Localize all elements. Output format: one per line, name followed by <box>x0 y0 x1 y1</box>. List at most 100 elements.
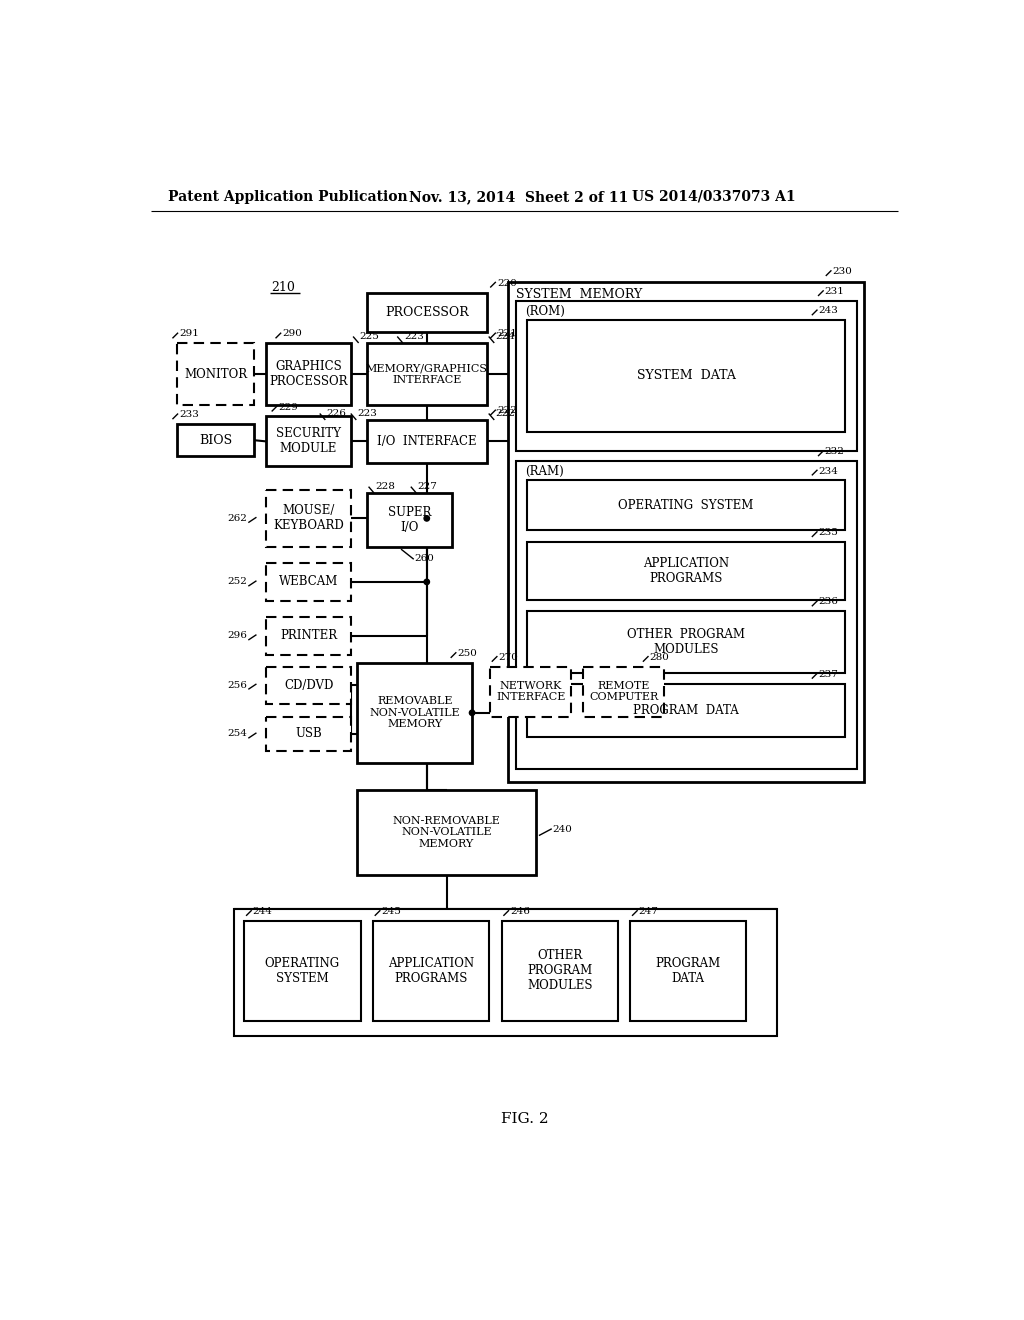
Text: REMOTE
COMPUTER: REMOTE COMPUTER <box>589 681 658 702</box>
Text: CD/DVD: CD/DVD <box>284 678 333 692</box>
Text: MEMORY/GRAPHICS
INTERFACE: MEMORY/GRAPHICS INTERFACE <box>366 363 487 385</box>
Bar <box>367 420 486 462</box>
Text: NON-REMOVABLE
NON-VOLATILE
MEMORY: NON-REMOVABLE NON-VOLATILE MEMORY <box>392 816 501 849</box>
Bar <box>527 684 845 738</box>
Bar <box>367 293 486 331</box>
Text: REMOVABLE
NON-VOLATILE
MEMORY: REMOVABLE NON-VOLATILE MEMORY <box>370 696 460 730</box>
Text: MONITOR: MONITOR <box>184 367 247 380</box>
Text: FIG. 2: FIG. 2 <box>501 1113 549 1126</box>
Bar <box>177 424 254 457</box>
Bar <box>245 921 360 1020</box>
Bar <box>515 461 856 770</box>
Text: 291: 291 <box>179 330 199 338</box>
Text: 250: 250 <box>458 649 477 657</box>
Text: PROCESSOR: PROCESSOR <box>385 306 469 319</box>
Bar <box>266 562 351 601</box>
Bar <box>357 789 536 875</box>
Text: GRAPHICS
PROCESSOR: GRAPHICS PROCESSOR <box>269 360 348 388</box>
Text: PROGRAM
DATA: PROGRAM DATA <box>655 957 721 985</box>
Bar <box>266 343 351 405</box>
Bar <box>502 921 617 1020</box>
Text: USB: USB <box>295 727 322 741</box>
Circle shape <box>424 579 429 585</box>
Bar <box>266 717 351 751</box>
Text: 222: 222 <box>497 407 517 416</box>
Bar <box>367 494 452 548</box>
Bar <box>266 416 351 466</box>
Text: 229: 229 <box>279 403 298 412</box>
Text: 260: 260 <box>415 554 434 564</box>
Bar <box>583 667 665 717</box>
Text: 233: 233 <box>179 411 199 420</box>
Text: OTHER  PROGRAM
MODULES: OTHER PROGRAM MODULES <box>627 628 745 656</box>
Text: US 2014/0337073 A1: US 2014/0337073 A1 <box>632 190 796 203</box>
Text: APPLICATION
PROGRAMS: APPLICATION PROGRAMS <box>388 957 474 985</box>
Bar <box>527 480 845 531</box>
Bar <box>630 921 746 1020</box>
Text: 223: 223 <box>357 409 377 417</box>
Text: 226: 226 <box>327 409 346 417</box>
Bar <box>515 301 856 451</box>
Text: 280: 280 <box>649 653 670 661</box>
Bar <box>489 667 571 717</box>
Circle shape <box>469 710 475 715</box>
Text: OPERATING  SYSTEM: OPERATING SYSTEM <box>618 499 754 512</box>
Text: 222: 222 <box>496 409 515 417</box>
Bar <box>357 663 472 763</box>
Bar <box>266 490 351 548</box>
Text: 234: 234 <box>818 466 839 475</box>
Bar <box>527 321 845 432</box>
Text: SUPER
I/O: SUPER I/O <box>388 507 431 535</box>
Text: Patent Application Publication: Patent Application Publication <box>168 190 408 203</box>
Text: 240: 240 <box>553 825 572 833</box>
Text: 262: 262 <box>227 513 247 523</box>
Text: 221: 221 <box>497 330 517 338</box>
Text: BIOS: BIOS <box>199 434 232 446</box>
Bar <box>527 611 845 673</box>
Text: 236: 236 <box>818 598 839 606</box>
Text: 228: 228 <box>375 482 395 491</box>
Text: 220: 220 <box>497 279 517 288</box>
Text: PRINTER: PRINTER <box>280 630 337 643</box>
Bar <box>177 343 254 405</box>
Text: 231: 231 <box>824 288 845 296</box>
Text: MOUSE/
KEYBOARD: MOUSE/ KEYBOARD <box>273 504 344 532</box>
Text: (ROM): (ROM) <box>524 305 564 318</box>
Text: 254: 254 <box>227 730 247 738</box>
Text: 223: 223 <box>403 331 424 341</box>
Text: 232: 232 <box>824 447 845 457</box>
Text: PROGRAM  DATA: PROGRAM DATA <box>633 704 739 717</box>
Text: 270: 270 <box>499 653 518 661</box>
Text: WEBCAM: WEBCAM <box>279 576 338 589</box>
Text: 256: 256 <box>227 681 247 689</box>
Text: I/O  INTERFACE: I/O INTERFACE <box>377 434 476 447</box>
Text: 247: 247 <box>639 907 658 916</box>
Text: NETWORK
INTERFACE: NETWORK INTERFACE <box>496 681 565 702</box>
Bar <box>508 281 864 781</box>
Text: 244: 244 <box>253 907 272 916</box>
Text: OPERATING
SYSTEM: OPERATING SYSTEM <box>265 957 340 985</box>
Text: 252: 252 <box>227 577 247 586</box>
Bar <box>373 921 489 1020</box>
Text: 224: 224 <box>496 331 515 341</box>
Text: 243: 243 <box>818 306 839 315</box>
Text: SECURITY
MODULE: SECURITY MODULE <box>276 428 341 455</box>
Text: 237: 237 <box>818 669 839 678</box>
Text: SYSTEM  DATA: SYSTEM DATA <box>637 370 735 383</box>
Text: APPLICATION
PROGRAMS: APPLICATION PROGRAMS <box>643 557 729 585</box>
Text: 246: 246 <box>510 907 530 916</box>
Text: 290: 290 <box>283 330 302 338</box>
Text: 225: 225 <box>359 331 380 341</box>
Bar <box>266 667 351 704</box>
Bar <box>367 343 486 405</box>
Text: 230: 230 <box>833 267 852 276</box>
Text: Nov. 13, 2014  Sheet 2 of 11: Nov. 13, 2014 Sheet 2 of 11 <box>410 190 629 203</box>
Bar <box>527 543 845 599</box>
Text: SYSTEM  MEMORY: SYSTEM MEMORY <box>515 288 642 301</box>
Bar <box>234 909 776 1036</box>
Text: (RAM): (RAM) <box>524 465 563 478</box>
Text: 227: 227 <box>418 482 437 491</box>
Circle shape <box>424 516 429 521</box>
Bar <box>266 616 351 655</box>
Text: 235: 235 <box>818 528 839 537</box>
